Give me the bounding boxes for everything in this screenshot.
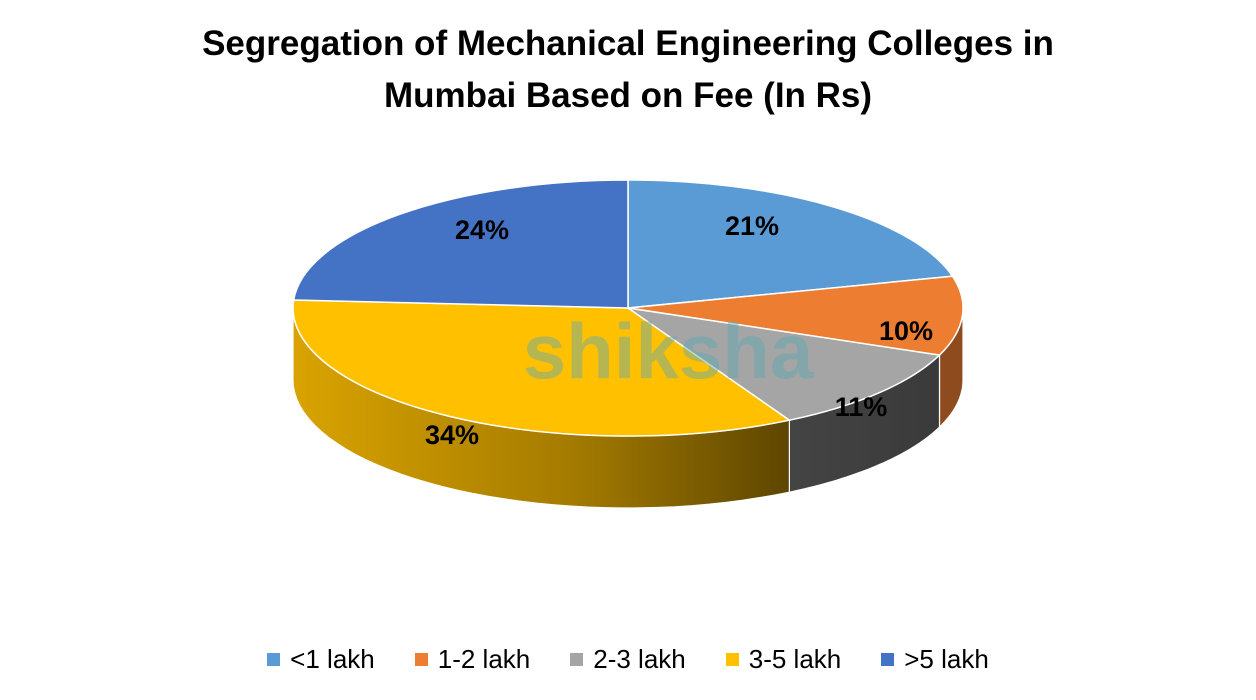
legend-swatch [725, 653, 739, 666]
pie-slice[interactable] [292, 179, 629, 309]
legend-swatch [267, 653, 281, 666]
legend-item: <1 lakh [267, 644, 375, 675]
pie-labels: 21% 10% 11% 34% 24% [425, 211, 933, 450]
data-label: 34% [425, 420, 479, 450]
pie-slice[interactable] [627, 179, 954, 309]
chart-title-line-2: Mumbai Based on Fee (In Rs) [383, 76, 873, 115]
legend-item: 2-3 lakh [570, 644, 686, 675]
legend-label: <1 lakh [290, 644, 375, 674]
data-label: 24% [455, 215, 509, 245]
pie-slices [292, 179, 964, 437]
pie-slice[interactable] [627, 307, 942, 422]
legend-label: >5 lakh [904, 644, 989, 674]
chart-legend: <1 lakh 1-2 lakh 2-3 lakh 3-5 lakh >5 la… [0, 644, 1256, 675]
legend-swatch [570, 653, 584, 666]
chart-title: Segregation of Mechanical Engineering Co… [0, 18, 1256, 122]
data-label: 11% [835, 392, 888, 422]
pie-slice[interactable] [627, 275, 964, 356]
watermark: shiksha [523, 307, 814, 395]
legend-label: 1-2 lakh [437, 644, 531, 674]
legend-swatch [414, 653, 428, 666]
legend-label: 3-5 lakh [748, 644, 842, 674]
legend-item: 3-5 lakh [725, 644, 842, 675]
data-label: 10% [879, 316, 933, 346]
data-label: 21% [725, 211, 779, 241]
legend-item: 1-2 lakh [414, 644, 531, 675]
legend-item: >5 lakh [881, 644, 989, 675]
legend-label: 2-3 lakh [593, 644, 686, 674]
legend-swatch [881, 653, 895, 666]
chart-title-line-1: Segregation of Mechanical Engineering Co… [202, 24, 1054, 63]
pie-slice[interactable] [292, 299, 792, 437]
